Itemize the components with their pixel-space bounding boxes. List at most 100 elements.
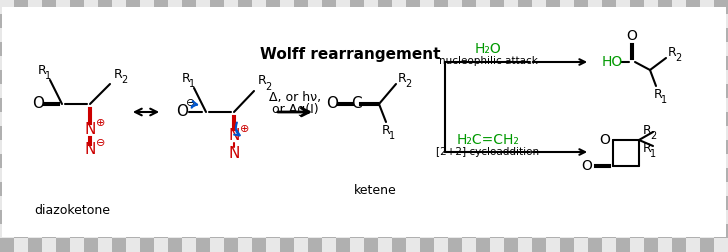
Bar [182,126,196,140]
Bar [252,168,266,182]
Bar [448,126,462,140]
Bar [42,140,56,154]
Bar [560,182,574,196]
Bar [14,182,28,196]
Bar [84,42,98,56]
Bar [98,14,112,28]
Bar [84,28,98,42]
Bar [602,210,616,224]
Bar [616,154,630,168]
Bar [56,182,70,196]
Bar [280,238,294,252]
Bar [406,210,420,224]
Bar [308,14,322,28]
Bar [0,154,14,168]
Bar [70,182,84,196]
Bar [252,238,266,252]
Bar [0,70,14,84]
Bar [644,42,658,56]
Bar [350,210,364,224]
Text: diazoketone: diazoketone [34,204,110,216]
Bar [84,238,98,252]
Bar [140,70,154,84]
Bar [14,196,28,210]
Bar [196,196,210,210]
Bar [658,28,672,42]
Bar [658,42,672,56]
Text: R: R [397,72,406,84]
Bar [56,196,70,210]
Bar [378,14,392,28]
Bar [392,224,406,238]
Bar [350,70,364,84]
Bar [308,42,322,56]
Bar [238,238,252,252]
Bar [322,28,336,42]
Bar [476,56,490,70]
Bar [658,84,672,98]
Bar [574,84,588,98]
Bar [420,70,434,84]
Bar [462,0,476,14]
Bar [266,196,280,210]
Bar [140,182,154,196]
Bar [56,140,70,154]
Bar [364,210,378,224]
Bar [434,112,448,126]
Bar [574,112,588,126]
Bar [518,112,532,126]
Bar [644,168,658,182]
Bar [504,84,518,98]
Bar [518,140,532,154]
Bar [588,42,602,56]
Bar [504,126,518,140]
Bar [616,126,630,140]
Bar [336,84,350,98]
Bar [462,126,476,140]
Bar [28,182,42,196]
Bar [448,0,462,14]
Bar [644,182,658,196]
Bar [266,224,280,238]
Bar [336,0,350,14]
Bar [574,238,588,252]
Bar [98,98,112,112]
Bar [546,112,560,126]
Bar [532,196,546,210]
Bar [252,154,266,168]
Text: Wolff rearrangement: Wolff rearrangement [260,47,440,61]
Bar [490,112,504,126]
Bar [434,210,448,224]
Bar [210,70,224,84]
Bar [364,154,378,168]
Bar [714,14,728,28]
Bar [658,224,672,238]
Bar [546,126,560,140]
Bar [364,224,378,238]
Bar [616,14,630,28]
Bar [70,168,84,182]
Text: HO: HO [601,55,622,69]
Bar [616,0,630,14]
Bar [56,238,70,252]
Bar [14,154,28,168]
Bar [574,140,588,154]
Bar [378,154,392,168]
Bar [224,70,238,84]
Bar [252,42,266,56]
Bar [518,126,532,140]
Bar [378,238,392,252]
Bar [0,126,14,140]
Bar [378,84,392,98]
Text: R: R [668,46,676,58]
Bar [518,210,532,224]
Text: ⊖: ⊖ [96,138,106,148]
Bar [28,112,42,126]
Bar [476,182,490,196]
Bar [98,154,112,168]
Bar [588,28,602,42]
Bar [336,42,350,56]
Bar [546,42,560,56]
Bar [420,140,434,154]
Bar [154,42,168,56]
